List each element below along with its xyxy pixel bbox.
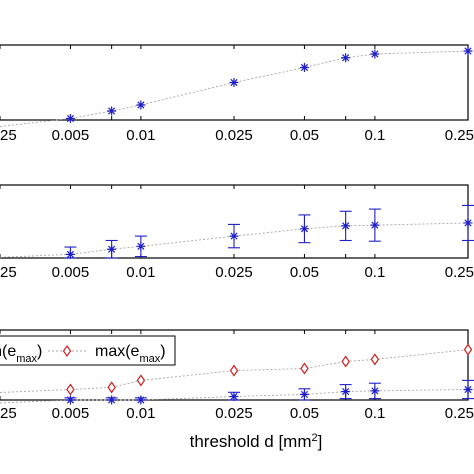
- data-point-diamond: [300, 362, 309, 375]
- x-axis-label-sup: 2: [312, 432, 318, 444]
- x-tick-label: 0.01: [126, 264, 155, 281]
- series-connector: [0, 222, 469, 258]
- x-tick-label: 25: [0, 264, 17, 281]
- data-point-diamond: [341, 355, 350, 368]
- data-point-asterisk: [229, 392, 239, 401]
- x-tick-label: 25: [0, 405, 17, 422]
- x-tick-label: 0.1: [364, 405, 385, 422]
- x-tick-label: 0.05: [290, 264, 319, 281]
- x-tick-label: 0.01: [126, 127, 155, 144]
- data-point-asterisk: [65, 249, 75, 259]
- x-axis-label: threshold d [mm2]: [190, 432, 323, 451]
- data-point-asterisk: [107, 106, 117, 116]
- data-point-diamond: [370, 353, 380, 366]
- data-point-asterisk: [370, 220, 380, 230]
- x-axis-label-tail: ]: [318, 432, 323, 451]
- data-point-asterisk: [229, 231, 239, 241]
- x-tick-label: 0.05: [290, 405, 319, 422]
- legend-sub: max: [139, 353, 160, 365]
- x-tick-label: 0.1: [364, 127, 385, 144]
- x-tick-label: 0.005: [52, 405, 90, 422]
- data-point-asterisk: [299, 63, 309, 72]
- x-tick-label: 25: [0, 127, 17, 144]
- data-point-diamond: [107, 381, 116, 394]
- legend: mean(emax)max(emax): [0, 335, 176, 366]
- data-point-asterisk: [299, 389, 309, 399]
- x-tick-label: 0.01: [126, 405, 155, 422]
- data-point-asterisk: [229, 78, 239, 87]
- data-point-asterisk: [463, 46, 473, 56]
- data-point-asterisk: [65, 395, 75, 405]
- x-tick-label: 0.025: [215, 405, 253, 422]
- x-tick-label: 0.025: [215, 264, 253, 281]
- data-point-diamond: [463, 343, 473, 356]
- data-point-asterisk: [341, 221, 351, 231]
- x-tick-label: 0.1: [364, 264, 385, 281]
- data-point-diamond: [136, 374, 146, 387]
- x-tick-label: 0.025: [215, 127, 253, 144]
- data-point-asterisk: [107, 244, 117, 254]
- x-tick-label: 0.25: [445, 127, 474, 144]
- data-point-asterisk: [463, 385, 473, 394]
- data-point-asterisk: [107, 395, 117, 405]
- data-point-asterisk: [341, 53, 351, 63]
- data-point-asterisk: [65, 114, 75, 123]
- data-point-asterisk: [136, 395, 146, 405]
- panel-middle: 25 0.005 0.01 0.025 0.05 0.1 0.25: [0, 184, 474, 281]
- data-point-asterisk: [370, 49, 380, 59]
- panel-bottom: 25 0.005 0.01 0.025 0.05 0.1 0.25: [0, 329, 474, 422]
- legend-paren: ): [37, 343, 42, 360]
- x-tick-label: 0.05: [290, 127, 319, 144]
- data-point-asterisk: [370, 386, 380, 396]
- data-point-asterisk: [341, 387, 351, 397]
- data-point-diamond: [66, 383, 75, 396]
- x-tick-label: 0.25: [445, 264, 474, 281]
- data-point-asterisk: [299, 224, 309, 234]
- series-connector: [0, 50, 469, 127]
- data-point-diamond: [62, 344, 72, 358]
- data-point-asterisk: [463, 218, 473, 228]
- series-connector: [0, 389, 469, 404]
- data-point-asterisk: [136, 241, 146, 251]
- legend-sub: max: [16, 353, 37, 365]
- panel-top: 25 0.005 0.01 0.025 0.05 0.1 0.25: [0, 44, 474, 144]
- legend-box: [0, 335, 176, 366]
- series-connector: [0, 349, 469, 393]
- x-tick-label: 0.25: [445, 405, 474, 422]
- legend-paren: ): [160, 343, 165, 360]
- x-tick-label: 0.005: [52, 264, 90, 281]
- data-point-diamond: [229, 364, 239, 377]
- x-tick-label: 0.005: [52, 127, 90, 144]
- data-point-asterisk: [136, 100, 146, 110]
